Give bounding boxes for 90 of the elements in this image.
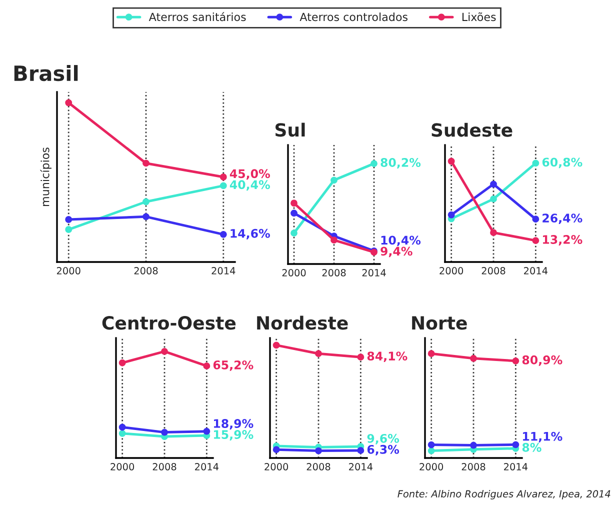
point (161, 428, 168, 436)
point (118, 430, 126, 437)
x-tick-label: 2000 (420, 463, 444, 470)
x-tick-label: 2000 (56, 267, 80, 274)
point (448, 158, 455, 165)
chart-title: Sul (275, 122, 305, 137)
x-tick-label: 2014 (504, 463, 528, 470)
data-label: 80,2% (380, 158, 421, 168)
data-label: 84,1% (367, 352, 408, 362)
x-tick-label: 2008 (322, 269, 346, 276)
x-tick-label: 2014 (349, 463, 372, 470)
point (532, 160, 540, 167)
point (428, 441, 435, 448)
chart-title: Norte (412, 316, 467, 330)
point (65, 216, 72, 223)
x-tick-label: 2014 (362, 269, 386, 276)
x-tick-label: 2000 (282, 269, 306, 276)
legend-label: Lixões (462, 12, 496, 22)
x-tick-label: 2000 (440, 267, 464, 274)
x-tick-label: 2000 (110, 463, 134, 470)
point (428, 350, 435, 358)
chart-title: Nordeste (257, 316, 348, 330)
x-tick-label: 2014 (212, 267, 236, 274)
point (330, 176, 338, 184)
point (290, 210, 298, 217)
point (118, 424, 126, 431)
data-label: 45,0% (230, 169, 270, 180)
point (220, 230, 227, 238)
point (220, 174, 227, 180)
point (272, 342, 280, 349)
point (272, 446, 280, 454)
data-label: 11,1% (523, 432, 562, 442)
legend-label: Aterros sanitários (148, 12, 246, 22)
data-label: 40,4% (230, 180, 270, 191)
point (490, 180, 497, 188)
point (512, 357, 520, 364)
source-note: Fonte: Albino Rodrigues Alvarez, Ipea, 2014 (398, 490, 610, 500)
point (65, 226, 72, 233)
data-label: 9,4% (380, 246, 412, 258)
point (428, 447, 435, 454)
point (142, 213, 150, 220)
point (118, 359, 126, 366)
point (330, 236, 338, 244)
point (142, 160, 150, 167)
point (161, 348, 168, 355)
y-axis-title: municípios (40, 148, 52, 206)
data-label: 65,2% (213, 360, 254, 371)
chart-title: Centro-Oeste (102, 316, 236, 330)
point (470, 354, 477, 362)
x-tick-label: 2008 (134, 267, 158, 274)
data-label: 15,9% (214, 430, 254, 440)
point (490, 229, 497, 236)
point (532, 216, 540, 223)
point (220, 182, 227, 190)
x-tick-label: 2008 (152, 463, 176, 470)
point (532, 237, 540, 244)
data-label: 26,4% (542, 214, 582, 224)
data-label: 8% (522, 442, 542, 452)
x-tick-label: 2008 (462, 463, 486, 470)
data-label: 18,9% (214, 419, 254, 430)
data-label: 13,2% (543, 235, 582, 246)
point (290, 200, 298, 207)
data-label: 9,6% (367, 434, 400, 444)
x-tick-label: 2000 (264, 463, 288, 470)
chart-title: Brasil (14, 65, 78, 82)
data-label: 6,3% (367, 444, 400, 456)
x-tick-label: 2014 (524, 267, 548, 274)
point (490, 195, 497, 202)
point (203, 428, 210, 435)
x-tick-label: 2008 (482, 267, 506, 274)
point (448, 211, 455, 218)
point (315, 350, 322, 358)
data-label: 80,9% (522, 355, 562, 366)
point (142, 198, 150, 206)
chart-title: Sudeste (432, 122, 512, 137)
point (357, 446, 364, 454)
data-label: 60,8% (542, 158, 582, 168)
point (203, 362, 210, 370)
point (290, 230, 298, 237)
x-tick-label: 2008 (306, 463, 330, 470)
x-tick-label: 2014 (195, 463, 218, 470)
point (370, 160, 378, 168)
data-label: 10,4% (381, 236, 421, 246)
point (512, 441, 520, 448)
point (315, 447, 322, 454)
point (470, 442, 477, 449)
point (65, 99, 72, 106)
data-label: 14,6% (230, 228, 270, 240)
point (357, 354, 364, 361)
legend-label: Aterros controlados (300, 12, 408, 22)
